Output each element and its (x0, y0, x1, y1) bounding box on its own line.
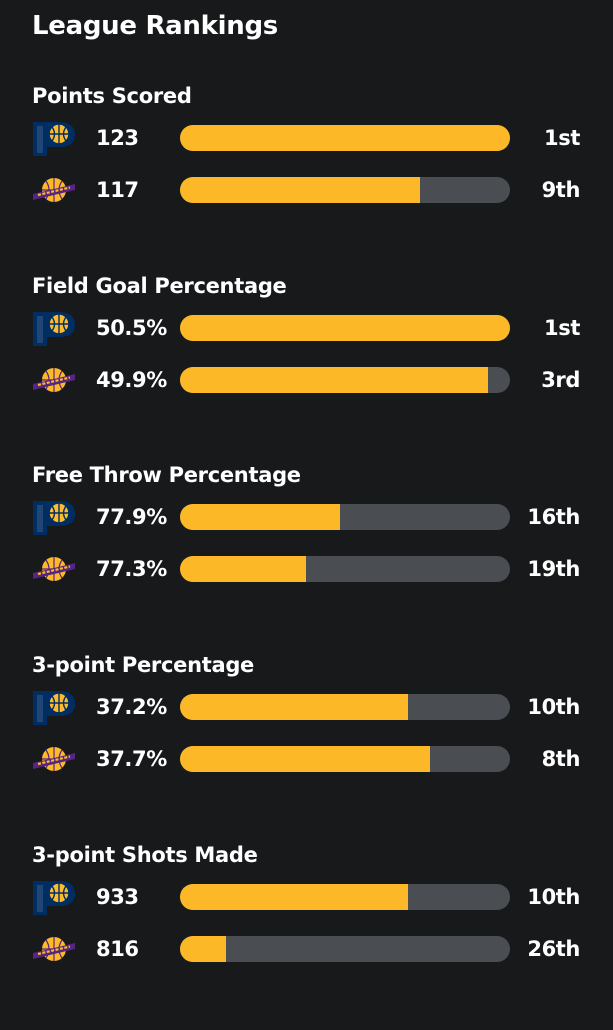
league-rank: 19th (527, 557, 580, 581)
league-rank: 10th (527, 695, 580, 719)
rank-bar-fill (180, 504, 341, 530)
stat-value: 37.7% (96, 747, 167, 771)
team-stat-row-pacers: 77.9% 16th (0, 497, 613, 537)
stat-value: 933 (96, 885, 139, 909)
rank-bar (180, 746, 510, 772)
stat-section-field-goal-percentage: Field Goal Percentage 50.5% 1st 49.9% 3r… (0, 271, 613, 461)
pacers-logo-icon (31, 877, 77, 917)
stat-section-points-scored: Points Scored 123 1st 117 9th (0, 81, 613, 271)
rank-bar-fill (180, 367, 488, 393)
lakers-logo-icon (31, 549, 77, 589)
league-rank: 16th (527, 505, 580, 529)
rank-bar-fill (180, 694, 409, 720)
rank-bar (180, 315, 510, 341)
section-title: Points Scored (32, 84, 192, 108)
rank-bar (180, 177, 510, 203)
league-rank: 1st (544, 126, 580, 150)
stat-value: 117 (96, 178, 139, 202)
league-rank: 1st (544, 316, 580, 340)
section-title: 3-point Shots Made (32, 843, 258, 867)
league-rank: 9th (541, 178, 581, 202)
lakers-logo-icon (31, 170, 77, 210)
rank-bar-fill (180, 746, 431, 772)
league-rank: 3rd (541, 368, 580, 392)
stat-section-free-throw-percentage: Free Throw Percentage 77.9% 16th 77.3% 1… (0, 460, 613, 650)
pacers-logo-icon (31, 118, 77, 158)
team-stat-row-lakers: 49.9% 3rd (0, 360, 613, 400)
rank-bar-fill (180, 556, 307, 582)
rank-bar-fill (180, 936, 226, 962)
team-stat-row-lakers: 77.3% 19th (0, 549, 613, 589)
rank-bar (180, 504, 510, 530)
lakers-logo-icon (31, 360, 77, 400)
stat-value: 77.9% (96, 505, 167, 529)
team-stat-row-pacers: 50.5% 1st (0, 308, 613, 348)
rank-bar (180, 936, 510, 962)
team-stat-row-lakers: 816 26th (0, 929, 613, 969)
rank-bar (180, 367, 510, 393)
stat-value: 77.3% (96, 557, 167, 581)
team-stat-row-pacers: 37.2% 10th (0, 687, 613, 727)
team-stat-row-pacers: 933 10th (0, 877, 613, 917)
stat-value: 816 (96, 937, 139, 961)
team-stat-row-lakers: 117 9th (0, 170, 613, 210)
rank-bar-fill (180, 177, 420, 203)
section-title: Free Throw Percentage (32, 463, 301, 487)
lakers-logo-icon (31, 929, 77, 969)
rank-bar (180, 884, 510, 910)
page-title: League Rankings (32, 11, 278, 41)
team-stat-row-pacers: 123 1st (0, 118, 613, 158)
section-title: 3-point Percentage (32, 653, 255, 677)
stat-value: 50.5% (96, 316, 167, 340)
stat-section-3-point-percentage: 3-point Percentage 37.2% 10th 37.7% 8th (0, 650, 613, 840)
stat-value: 37.2% (96, 695, 167, 719)
rank-bar (180, 694, 510, 720)
league-rank: 10th (527, 885, 580, 909)
team-stat-row-lakers: 37.7% 8th (0, 739, 613, 779)
rank-bar-fill (180, 125, 510, 151)
stat-section-3-point-shots-made: 3-point Shots Made 933 10th 816 26th (0, 840, 613, 1030)
section-title: Field Goal Percentage (32, 274, 287, 298)
pacers-logo-icon (31, 497, 77, 537)
league-rank: 26th (527, 937, 580, 961)
rank-bar (180, 125, 510, 151)
rank-bar-fill (180, 884, 409, 910)
pacers-logo-icon (31, 308, 77, 348)
stat-value: 49.9% (96, 368, 167, 392)
rank-bar (180, 556, 510, 582)
stat-value: 123 (96, 126, 139, 150)
rank-bar-fill (180, 315, 510, 341)
pacers-logo-icon (31, 687, 77, 727)
lakers-logo-icon (31, 739, 77, 779)
league-rank: 8th (541, 747, 581, 771)
